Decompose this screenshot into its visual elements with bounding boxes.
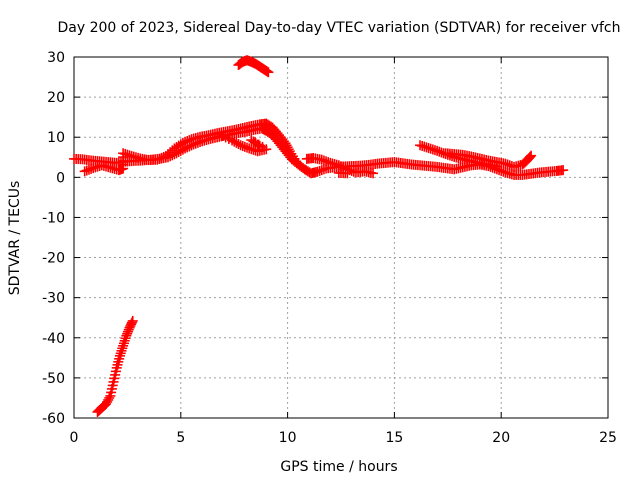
data-point (263, 67, 274, 78)
data-point (118, 338, 129, 349)
data-point (289, 153, 300, 164)
grid (74, 57, 608, 418)
data-point (177, 137, 188, 148)
data-point (504, 160, 515, 171)
data-point (156, 152, 167, 163)
data-point (233, 139, 244, 150)
data-point (316, 154, 327, 165)
x-tick-label: 25 (599, 430, 617, 446)
data-point (79, 166, 90, 177)
data-point (500, 158, 511, 169)
plot-points (69, 55, 569, 417)
data-point (291, 156, 302, 167)
data-point (318, 164, 329, 175)
data-point (237, 141, 248, 152)
data-point (229, 136, 240, 147)
y-tick-label: -40 (42, 331, 65, 347)
x-tick-label: 15 (385, 430, 403, 446)
y-tick-label: -30 (42, 291, 65, 307)
data-point (117, 343, 128, 354)
data-point (558, 165, 569, 176)
data-point (81, 165, 92, 176)
y-tick-label: -60 (42, 411, 65, 427)
data-point (120, 333, 131, 344)
axes (73, 56, 609, 419)
data-point (104, 392, 115, 403)
tick-labels: 30 20 10 0 -10 -20 -30 -40 -50 -60 0 5 10 15 20 25 (42, 50, 617, 446)
data-point (83, 164, 94, 175)
data-point (312, 166, 323, 177)
data-point (314, 165, 325, 176)
x-tick-label: 0 (70, 430, 79, 446)
data-point (119, 335, 130, 346)
data-point (321, 156, 332, 167)
data-point (432, 145, 443, 156)
data-point (118, 340, 129, 351)
chart-title: Day 200 of 2023, Sidereal Day-to-day VTE… (57, 20, 620, 36)
data-point (239, 141, 250, 152)
data-point (86, 163, 97, 174)
data-point (242, 142, 253, 153)
data-point (182, 136, 193, 147)
y-tick-label: -50 (42, 371, 65, 387)
data-point (284, 146, 295, 157)
data-point (498, 166, 509, 177)
x-tick-label: 20 (492, 430, 510, 446)
data-point (114, 350, 125, 361)
data-point (127, 315, 138, 326)
data-point (184, 135, 195, 146)
data-point (316, 165, 327, 176)
x-tick-label: 10 (279, 430, 297, 446)
data-point (287, 151, 298, 162)
data-point (175, 139, 186, 150)
data-point (152, 154, 163, 165)
data-point (115, 348, 126, 359)
y-axis-label: SDTVAR / TECUs (7, 181, 23, 296)
y-tick-label: 20 (47, 90, 65, 106)
data-point (126, 317, 137, 328)
x-tick-label: 5 (176, 430, 185, 446)
data-point (436, 147, 447, 158)
y-tick-label: 30 (47, 50, 65, 66)
x-axis-label: GPS time / hours (280, 459, 397, 475)
data-point (286, 148, 297, 159)
data-point (502, 159, 513, 170)
plot-frame (73, 56, 609, 419)
data-point (523, 153, 534, 164)
data-point (526, 150, 537, 161)
data-point (227, 135, 238, 146)
data-point (368, 168, 379, 179)
data-point (342, 168, 353, 179)
data-point (154, 153, 165, 164)
data-point (235, 140, 246, 151)
data-point (252, 139, 263, 150)
data-point (318, 155, 329, 166)
y-tick-label: -20 (42, 251, 65, 267)
data-point (323, 157, 334, 168)
data-point (254, 141, 265, 152)
data-point (231, 137, 242, 148)
data-point (116, 345, 127, 356)
y-tick-label: 0 (56, 170, 65, 186)
data-point (434, 146, 445, 157)
data-point (525, 151, 536, 162)
data-point (346, 165, 357, 176)
y-tick-label: 10 (47, 130, 65, 146)
data-point (180, 136, 191, 147)
y-tick-label: -10 (42, 210, 65, 226)
